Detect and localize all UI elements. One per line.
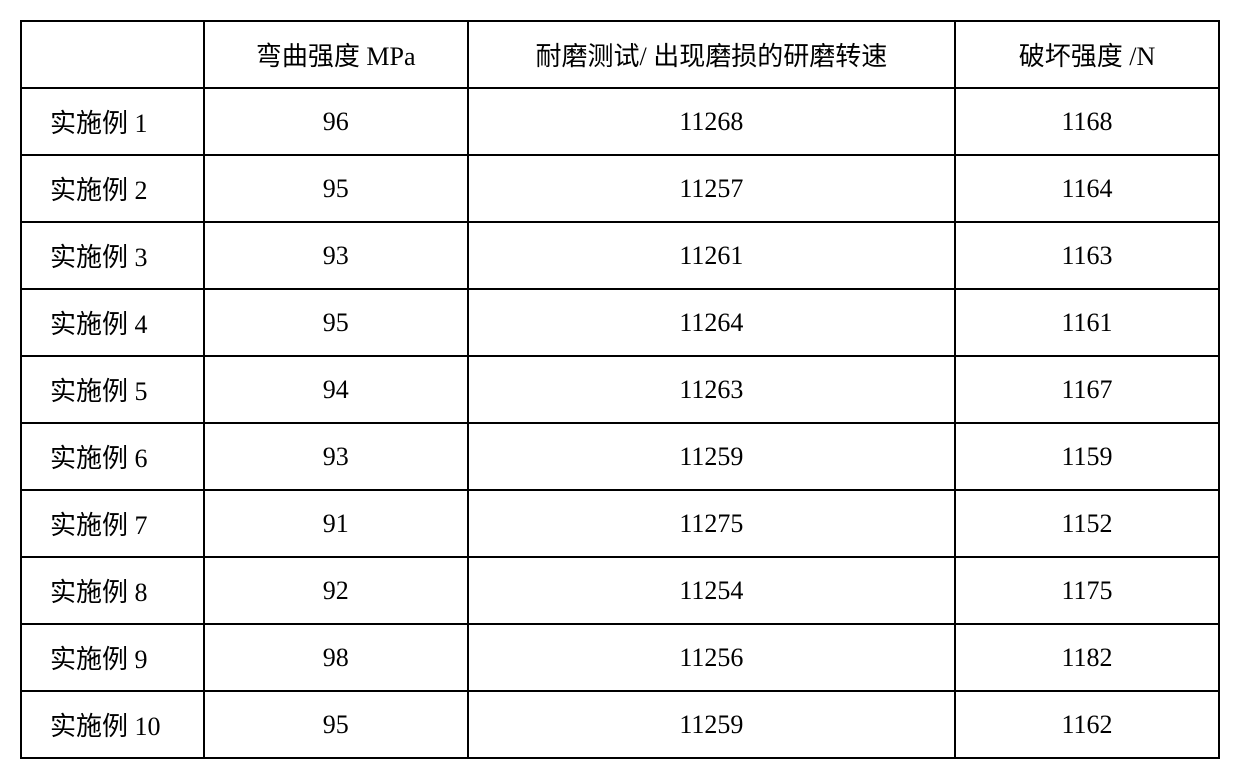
cell-label: 实施例 3: [21, 222, 204, 289]
table-row: 实施例 2 95 11257 1164: [21, 155, 1219, 222]
cell-label: 实施例 4: [21, 289, 204, 356]
cell-bend: 93: [204, 222, 468, 289]
cell-break: 1182: [955, 624, 1219, 691]
cell-wear: 11257: [468, 155, 955, 222]
cell-label: 实施例 2: [21, 155, 204, 222]
cell-break: 1161: [955, 289, 1219, 356]
cell-bend: 96: [204, 88, 468, 155]
table-row: 实施例 10 95 11259 1162: [21, 691, 1219, 758]
table-header-row: 弯曲强度 MPa 耐磨测试/ 出现磨损的研磨转速 破坏强度 /N: [21, 21, 1219, 88]
table-row: 实施例 7 91 11275 1152: [21, 490, 1219, 557]
table-row: 实施例 3 93 11261 1163: [21, 222, 1219, 289]
cell-wear: 11256: [468, 624, 955, 691]
cell-break: 1163: [955, 222, 1219, 289]
cell-label: 实施例 5: [21, 356, 204, 423]
cell-bend: 92: [204, 557, 468, 624]
header-cell-bend: 弯曲强度 MPa: [204, 21, 468, 88]
header-cell-break: 破坏强度 /N: [955, 21, 1219, 88]
cell-wear: 11259: [468, 691, 955, 758]
cell-wear: 11275: [468, 490, 955, 557]
cell-bend: 93: [204, 423, 468, 490]
cell-label: 实施例 6: [21, 423, 204, 490]
cell-bend: 94: [204, 356, 468, 423]
header-cell-empty: [21, 21, 204, 88]
cell-bend: 95: [204, 289, 468, 356]
cell-bend: 95: [204, 155, 468, 222]
cell-bend: 91: [204, 490, 468, 557]
cell-label: 实施例 8: [21, 557, 204, 624]
cell-wear: 11261: [468, 222, 955, 289]
cell-label: 实施例 7: [21, 490, 204, 557]
table-row: 实施例 9 98 11256 1182: [21, 624, 1219, 691]
table-row: 实施例 6 93 11259 1159: [21, 423, 1219, 490]
cell-break: 1162: [955, 691, 1219, 758]
cell-break: 1168: [955, 88, 1219, 155]
table-row: 实施例 1 96 11268 1168: [21, 88, 1219, 155]
cell-break: 1159: [955, 423, 1219, 490]
cell-break: 1164: [955, 155, 1219, 222]
cell-wear: 11263: [468, 356, 955, 423]
table-row: 实施例 5 94 11263 1167: [21, 356, 1219, 423]
cell-bend: 95: [204, 691, 468, 758]
cell-label: 实施例 10: [21, 691, 204, 758]
cell-break: 1167: [955, 356, 1219, 423]
cell-label: 实施例 9: [21, 624, 204, 691]
table-body: 实施例 1 96 11268 1168 实施例 2 95 11257 1164 …: [21, 88, 1219, 758]
table-row: 实施例 4 95 11264 1161: [21, 289, 1219, 356]
header-cell-wear: 耐磨测试/ 出现磨损的研磨转速: [468, 21, 955, 88]
cell-wear: 11264: [468, 289, 955, 356]
cell-break: 1175: [955, 557, 1219, 624]
data-table: 弯曲强度 MPa 耐磨测试/ 出现磨损的研磨转速 破坏强度 /N 实施例 1 9…: [20, 20, 1220, 759]
cell-wear: 11259: [468, 423, 955, 490]
cell-bend: 98: [204, 624, 468, 691]
cell-break: 1152: [955, 490, 1219, 557]
cell-wear: 11268: [468, 88, 955, 155]
table-row: 实施例 8 92 11254 1175: [21, 557, 1219, 624]
cell-wear: 11254: [468, 557, 955, 624]
cell-label: 实施例 1: [21, 88, 204, 155]
